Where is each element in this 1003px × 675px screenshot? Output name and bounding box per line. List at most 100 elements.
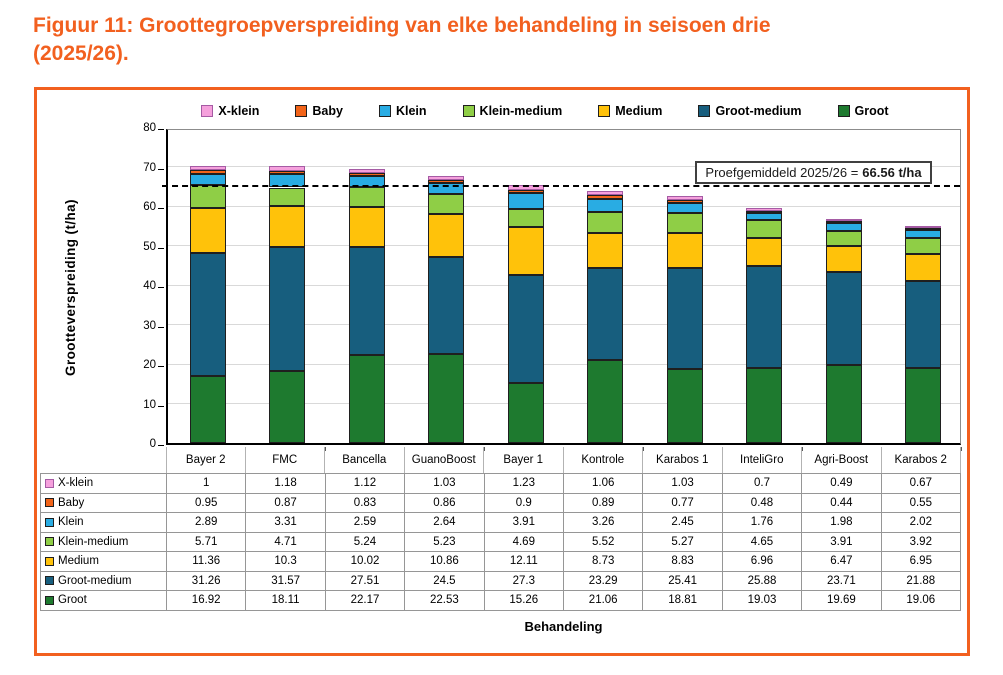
table-cell-Groot-medium-Bayer 1: 27.3 [484,571,564,591]
figure-frame: X-klein Baby Klein Klein-medium Medium Groot-… [34,87,970,656]
bar-Karabos 2 [905,127,942,443]
table-swatch-Klein [45,517,54,527]
bar-segment-Groot-medium-Agri-Boost [825,271,862,366]
bar-segment-Baby-FMC [269,170,306,175]
table-cell-Groot-Bayer 1: 15.26 [484,591,564,611]
table-cell-Klein-Bayer 2: 2.89 [167,513,247,533]
table-cell-Medium-Bayer 2: 11.36 [167,552,247,572]
table-cell-X-klein-Karabos 1: 1.03 [643,474,723,494]
bar-Karabos 1 [666,127,703,443]
bar-InteliGro [746,127,783,443]
y-tick-label-40: 40 [143,280,156,292]
table-swatch-Klein-medium [45,537,54,547]
y-tick-label-20: 20 [143,359,156,371]
bar-segment-Groot-Karabos 2 [905,367,942,443]
legend-item-Klein: Klein [378,104,427,118]
bar-segment-Klein-Karabos 2 [905,230,942,239]
x-category-label-Bayer 2: Bayer 2 [166,447,246,473]
category-header-row: Bayer 2 FMC Bancella GuanoBoost Bayer 1 Kontr… [166,447,961,473]
bar-segment-Medium-Agri-Boost [825,246,862,272]
legend-label-X-klein: X-klein [218,104,260,118]
bar-segment-Groot-medium-Karabos 2 [905,281,942,368]
table-row-label-Baby: Baby [58,496,85,509]
x-category-label-Karabos 2: Karabos 2 [882,447,961,473]
legend-item-Klein-medium: Klein-medium [462,104,562,118]
table-cell-Baby-InteliGro: 0.48 [722,493,803,513]
figure-title-line2: (2025/26). [33,42,129,66]
x-tick-mark-7 [722,447,723,451]
bar-segment-Groot-medium-Kontrole [587,267,624,360]
table-row-header-Medium: Medium [41,552,167,572]
figure-title-line1: Figuur 11: Groottegroepverspreiding van … [33,14,771,37]
y-tick-mark-80 [158,129,164,130]
bar-segment-Medium-GuanoBoost [428,214,465,258]
table-cell-Klein-InteliGro: 1.76 [722,513,803,533]
bar-segment-Groot-Bayer 2 [189,376,226,443]
table-cell-Baby-Bayer 1: 0.9 [484,493,564,513]
table-cell-Groot-medium-Bancella: 27.51 [325,571,406,591]
bar-segment-Groot-Bancella [348,355,385,443]
table-cell-Klein-GuanoBoost: 2.64 [405,513,485,533]
bar-segment-X-klein-InteliGro [746,208,783,211]
bar-segment-X-klein-Bancella [348,168,385,173]
legend-swatch-Klein [378,105,391,117]
bar-segment-Baby-Agri-Boost [825,220,862,223]
x-tick-mark-6 [642,447,644,451]
bar-segment-Klein-medium-Karabos 2 [905,238,942,254]
table-cell-Klein-FMC: 3.31 [246,513,326,533]
table-cell-Groot-medium-InteliGro: 25.88 [722,571,803,591]
table-row-label-Groot: Groot [58,594,87,607]
x-tick-mark-2 [324,447,326,451]
table-cell-Groot-Agri-Boost: 19.69 [802,591,882,611]
bar-segment-Groot-FMC [269,371,306,443]
bar-segment-Klein-Agri-Boost [825,222,862,231]
table-cell-Groot-medium-Karabos 2: 21.88 [881,571,961,591]
table-cell-Klein-medium-Karabos 1: 5.27 [643,532,723,552]
table-cell-Groot-Bancella: 22.17 [325,591,406,611]
table-cell-Groot-FMC: 18.11 [246,591,326,611]
x-tick-mark-1 [245,447,246,451]
x-category-label-Karabos 1: Karabos 1 [643,447,723,473]
bar-segment-Medium-Bancella [348,207,385,247]
bar-Bayer 2 [189,127,226,443]
legend-label-Baby: Baby [312,104,343,118]
table-swatch-Groot-medium [45,576,54,586]
bar-segment-Klein-medium-Kontrole [587,211,624,234]
table-row-label-Groot-medium: Groot-medium [58,574,132,587]
table-cell-Klein-Bancella: 2.59 [325,513,406,533]
table-cell-Medium-Agri-Boost: 6.47 [802,552,882,572]
trial-average-prefix: Proefgemiddeld 2025/26 = [705,165,859,180]
trial-average-value: 66.56 t/ha [862,165,922,180]
table-cell-Baby-Karabos 2: 0.55 [881,493,961,513]
y-tick-label-30: 30 [143,319,156,332]
bar-segment-Klein-medium-InteliGro [746,219,783,239]
bar-segment-Medium-Bayer 2 [189,207,226,253]
table-cell-Groot-medium-Bayer 2: 31.26 [167,571,247,591]
bar-segment-Baby-Karabos 2 [905,228,942,231]
bar-segment-Groot-medium-Bayer 1 [507,274,544,383]
bar-GuanoBoost [428,127,465,443]
y-tick-mark-60 [158,208,164,209]
table-cell-Klein-medium-Bayer 1: 4.69 [484,532,564,552]
legend-label-Klein: Klein [395,104,427,118]
y-tick-mark-40 [158,287,164,288]
bar-segment-Groot-GuanoBoost [428,354,465,443]
bar-segment-Groot-Karabos 1 [666,368,703,443]
table-row-header-Klein: Klein [41,513,167,533]
bar-segment-X-klein-Agri-Boost [825,219,862,222]
chart-data-table: X-klein 1 1.18 1.12 1.03 1.23 1.06 1.03 0.7 0.49 0… [40,473,961,611]
x-tick-mark-4 [483,447,485,451]
bar-segment-Baby-Bayer 2 [189,170,226,174]
table-cell-Groot-Bayer 2: 16.92 [167,591,247,611]
bar-segment-Baby-Bancella [348,173,385,177]
table-cell-Klein-medium-Kontrole: 5.52 [564,532,644,552]
y-tick-mark-0 [158,445,164,446]
bar-segment-X-klein-Bayer 2 [189,166,226,171]
bar-segment-Klein-medium-GuanoBoost [428,193,465,215]
table-cell-Groot-GuanoBoost: 22.53 [405,591,485,611]
bar-segment-Medium-Karabos 1 [666,233,703,269]
table-cell-Baby-Bayer 2: 0.95 [167,493,247,513]
bar-segment-Klein-medium-Bayer 2 [189,185,226,208]
x-category-label-Kontrole: Kontrole [564,447,643,473]
table-cell-Groot-medium-Kontrole: 23.29 [564,571,644,591]
